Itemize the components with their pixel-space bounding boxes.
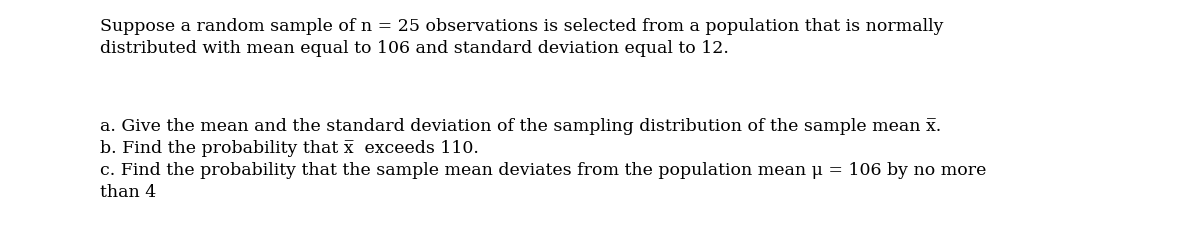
Text: c. Find the probability that the sample mean deviates from the population mean μ: c. Find the probability that the sample …	[100, 162, 986, 179]
Text: Suppose a random sample of n = 25 observations is selected from a population tha: Suppose a random sample of n = 25 observ…	[100, 18, 943, 35]
Text: than 4: than 4	[100, 184, 156, 201]
Text: a. Give the mean and the standard deviation of the sampling distribution of the : a. Give the mean and the standard deviat…	[100, 118, 941, 135]
Text: distributed with mean equal to 106 and standard deviation equal to 12.: distributed with mean equal to 106 and s…	[100, 40, 728, 57]
Text: b. Find the probability that x̅  exceeds 110.: b. Find the probability that x̅ exceeds …	[100, 140, 479, 157]
